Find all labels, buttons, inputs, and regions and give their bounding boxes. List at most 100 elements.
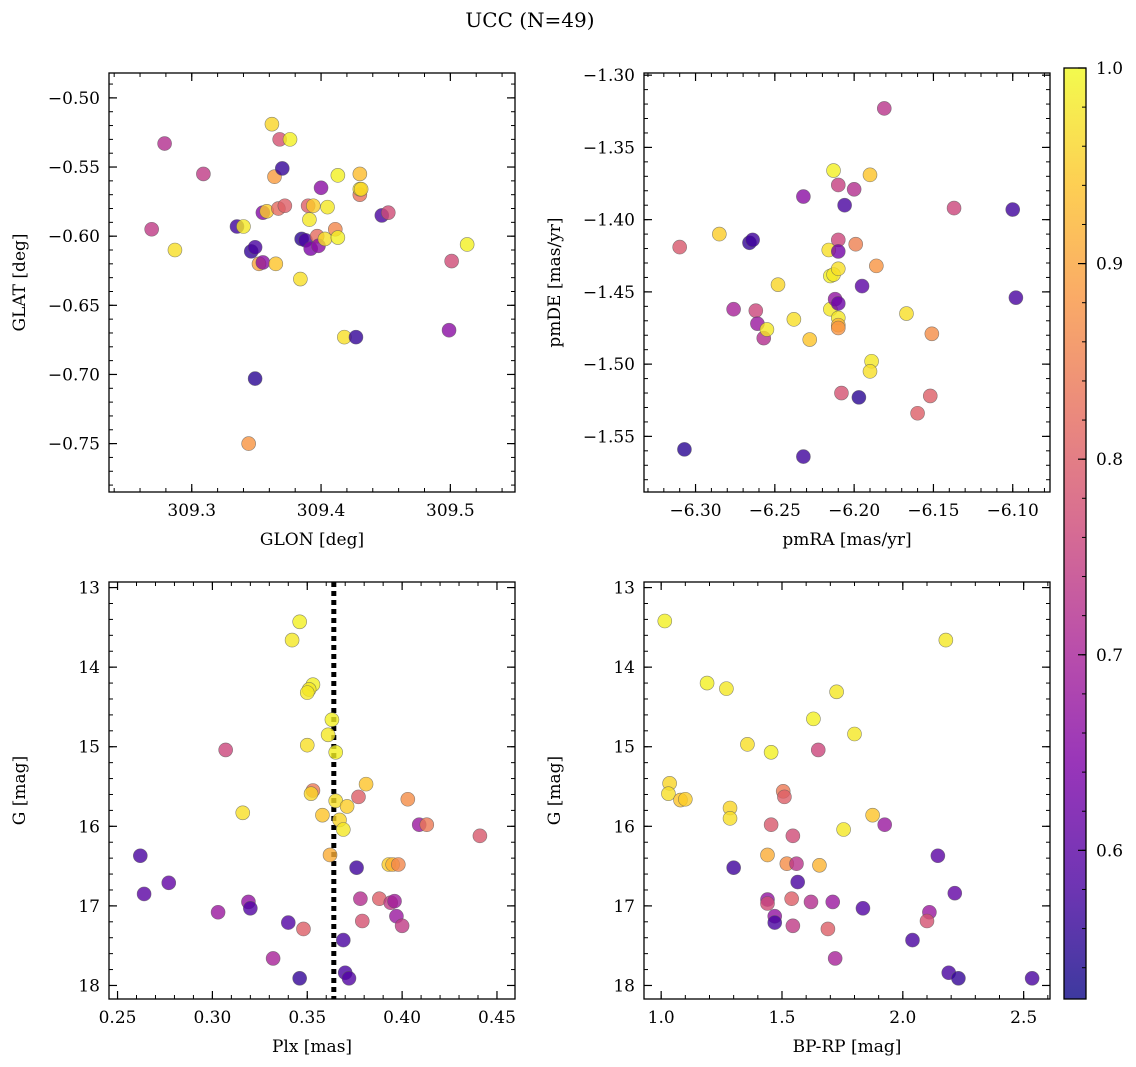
y-tick-label: 13 bbox=[78, 579, 100, 599]
scatter-point bbox=[320, 727, 336, 743]
y-tick-label: 13 bbox=[613, 579, 635, 599]
scatter-point bbox=[394, 918, 410, 934]
x-axis-label: BP-RP [mag] bbox=[793, 1037, 902, 1057]
scatter-point bbox=[236, 219, 251, 234]
scatter-point bbox=[722, 811, 738, 826]
x-tick-label: −6.20 bbox=[828, 501, 880, 521]
scatter-point bbox=[830, 296, 846, 311]
scatter-point bbox=[748, 303, 764, 318]
scatter-point bbox=[277, 198, 293, 214]
scatter-point bbox=[341, 971, 357, 986]
x-axis-label: GLON [deg] bbox=[260, 530, 364, 550]
colorbar: 0.6 0.7 0.8 0.9 1.0 bbox=[1063, 59, 1123, 1000]
scatter-point bbox=[1024, 971, 1040, 986]
scatter-panels: 309.3 309.4 309.5 −0.50 −0.55 −0.60 −0.65 −0.70… bbox=[10, 66, 1051, 1057]
colorbar-tick-label: 0.8 bbox=[1096, 450, 1123, 470]
x-tick-label: 2.0 bbox=[889, 1008, 916, 1028]
scatter-point bbox=[284, 632, 300, 648]
scatter-point bbox=[726, 860, 741, 875]
scatter-point bbox=[951, 971, 966, 986]
scatter-point bbox=[247, 371, 263, 386]
y-tick-label: 17 bbox=[78, 897, 100, 917]
scatter-point bbox=[848, 236, 864, 252]
scatter-point bbox=[830, 177, 846, 193]
scatter-point bbox=[330, 230, 346, 245]
scatter-point bbox=[133, 848, 148, 864]
scatter-point bbox=[745, 232, 760, 248]
scatter-point bbox=[255, 255, 271, 270]
scatter-point bbox=[353, 891, 368, 907]
scatter-point bbox=[157, 136, 172, 151]
colorbar-ticks: 0.6 0.7 0.8 0.9 1.0 bbox=[1078, 59, 1123, 969]
y-tick-label: −0.65 bbox=[48, 296, 100, 316]
scatter-point bbox=[719, 681, 734, 696]
scatter-point bbox=[280, 915, 296, 930]
scatter-point bbox=[441, 322, 457, 338]
panel-4: 1.0 1.5 2.0 2.5 13 14 15 16 17 18 BP-RP [mag] G [ma… bbox=[545, 579, 1051, 1057]
scatter-point bbox=[869, 258, 884, 274]
scatter-point bbox=[349, 860, 364, 875]
scatter-point bbox=[854, 278, 870, 294]
y-tick-label: −0.50 bbox=[48, 89, 100, 109]
scatter-point bbox=[847, 726, 862, 742]
y-tick-label: −0.75 bbox=[48, 435, 100, 455]
scatter-point bbox=[677, 442, 692, 457]
colorbar-tick-label: 0.9 bbox=[1096, 255, 1123, 275]
scatter-point bbox=[763, 817, 779, 833]
scatter-point bbox=[826, 163, 841, 178]
scatter-point bbox=[825, 894, 841, 910]
scatter-point bbox=[786, 312, 802, 327]
scatter-point bbox=[938, 632, 954, 648]
scatter-point bbox=[358, 776, 374, 792]
y-tick-label: −1.55 bbox=[583, 427, 635, 447]
scatter-point bbox=[292, 971, 307, 986]
x-axis-label: Plx [mas] bbox=[272, 1037, 352, 1057]
scatter-point bbox=[315, 807, 330, 823]
panel-3: 0.25 0.30 0.35 0.40 0.45 13 14 15 16 17 18 Plx [mas… bbox=[10, 579, 516, 1057]
scatter-point bbox=[802, 332, 818, 347]
scatter-point bbox=[330, 168, 346, 183]
scatter-point bbox=[740, 737, 755, 752]
y-tick-label: −1.50 bbox=[583, 355, 635, 375]
colorbar-gradient bbox=[1064, 68, 1086, 999]
panel-2: −6.30 −6.25 −6.20 −6.15 −6.10 −1.30 −1.35 −1.40… bbox=[545, 66, 1051, 550]
x-axis-label: pmRA [mas/yr] bbox=[782, 530, 911, 550]
scatter-point bbox=[419, 817, 435, 833]
scatter-point bbox=[812, 858, 827, 873]
scatter-point bbox=[830, 320, 846, 336]
scatter-point bbox=[876, 101, 892, 116]
x-tick-label: 0.45 bbox=[478, 1008, 516, 1028]
x-tick-label: −6.10 bbox=[987, 501, 1039, 521]
scatter-point bbox=[830, 261, 846, 277]
y-tick-label: −0.60 bbox=[48, 227, 100, 247]
scatter-point bbox=[657, 613, 673, 629]
y-tick-label: −1.30 bbox=[583, 66, 635, 86]
scatter-point bbox=[661, 786, 676, 801]
scatter-point bbox=[353, 181, 369, 197]
y-axis-label: G [mag] bbox=[10, 756, 30, 825]
y-tick-label: 16 bbox=[613, 817, 635, 837]
scatter-point bbox=[672, 239, 687, 255]
scatter-point bbox=[265, 951, 281, 966]
scatter-point bbox=[759, 322, 775, 337]
scatter-point bbox=[803, 894, 819, 910]
scatter-point bbox=[855, 900, 871, 916]
scatter-point bbox=[167, 242, 183, 258]
y-tick-label: 15 bbox=[78, 738, 100, 758]
scatter-point bbox=[302, 212, 317, 227]
y-tick-label: 15 bbox=[613, 738, 635, 758]
figure-title: UCC (N=49) bbox=[465, 8, 594, 32]
x-tick-label: 2.5 bbox=[1010, 1008, 1037, 1028]
y-tick-label: −0.70 bbox=[48, 365, 100, 385]
scatter-point bbox=[777, 789, 792, 805]
scatter-point bbox=[796, 189, 811, 204]
colorbar-tick-label: 0.7 bbox=[1096, 646, 1123, 666]
scatter-point bbox=[806, 711, 821, 727]
scatter-point bbox=[268, 256, 284, 272]
scatter-point bbox=[247, 239, 263, 255]
panel-1: 309.3 309.4 309.5 −0.50 −0.55 −0.60 −0.65 −0.70… bbox=[10, 72, 516, 550]
scatter-point bbox=[243, 900, 258, 916]
scatter-point bbox=[785, 918, 801, 934]
scatter-point bbox=[760, 847, 775, 863]
y-tick-label: 16 bbox=[78, 817, 100, 837]
